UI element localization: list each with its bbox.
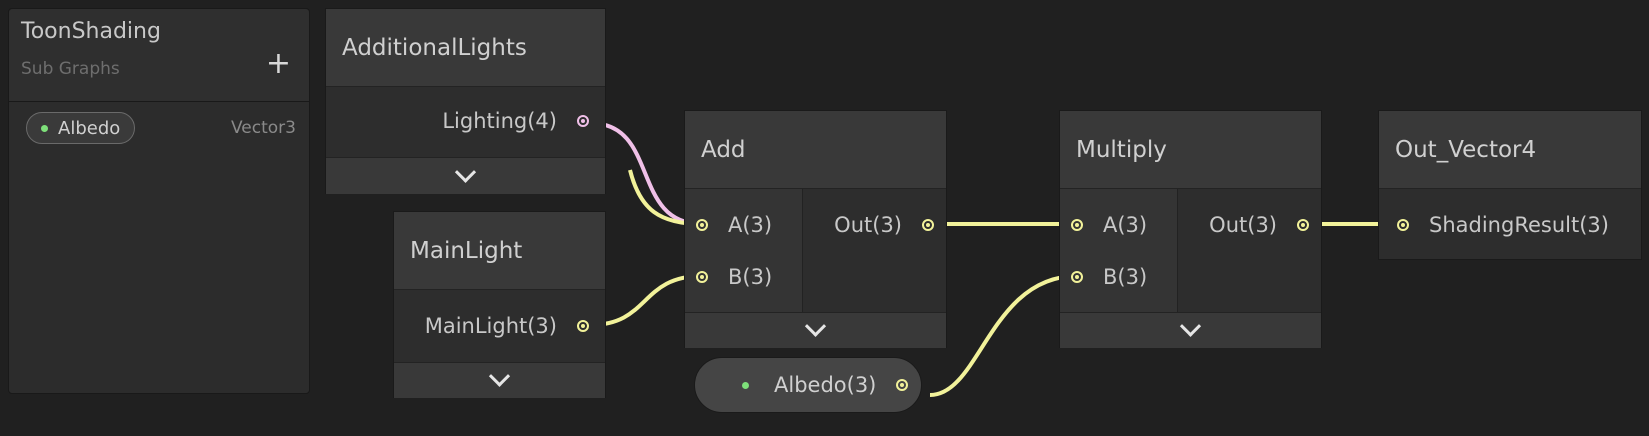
input-port-a[interactable]: A(3) <box>696 213 772 237</box>
port-socket-icon[interactable] <box>1071 219 1083 231</box>
collapse-button[interactable] <box>326 157 605 194</box>
property-type: Vector3 <box>231 118 296 138</box>
node-main-light[interactable]: MainLight MainLight(3) <box>393 211 606 398</box>
property-dot-icon <box>742 381 749 389</box>
port-label: Out(3) <box>834 213 902 237</box>
blackboard-header: ToonShading Sub Graphs + <box>9 9 309 102</box>
port-socket-icon[interactable] <box>577 115 589 127</box>
inputs-column <box>1060 189 1178 312</box>
input-port-b[interactable]: B(3) <box>1071 265 1147 289</box>
node-multiply[interactable]: Multiply A(3) B(3) Out(3) <box>1059 110 1322 348</box>
port-socket-icon[interactable] <box>1297 219 1309 231</box>
port-socket-icon[interactable] <box>696 271 708 283</box>
blackboard-title: ToonShading <box>21 19 161 44</box>
port-label: A(3) <box>1103 213 1148 237</box>
inputs-column <box>685 189 803 312</box>
port-label: ShadingResult(3) <box>1429 213 1609 237</box>
node-add[interactable]: Add A(3) B(3) Out(3) <box>684 110 947 348</box>
node-title[interactable]: Add <box>685 111 946 189</box>
wire-albedo-to-multiply-b <box>929 274 1078 397</box>
property-name: Albedo <box>58 117 121 139</box>
output-port-out[interactable]: Out(3) <box>1209 213 1309 237</box>
input-port-shading-result[interactable]: ShadingResult(3) <box>1397 213 1609 237</box>
blackboard-property-row[interactable]: Albedo Vector3 <box>26 112 296 146</box>
collapse-button[interactable] <box>394 362 605 398</box>
port-label: A(3) <box>728 213 773 237</box>
node-ports: A(3) B(3) Out(3) <box>1060 189 1321 312</box>
port-socket-icon[interactable] <box>922 219 934 231</box>
blackboard-panel: ToonShading Sub Graphs + Albedo Vector3 <box>8 8 310 394</box>
port-socket-icon[interactable] <box>1071 271 1083 283</box>
collapse-button[interactable] <box>1060 312 1321 348</box>
output-port-lighting[interactable]: Lighting(4) <box>442 109 589 133</box>
port-label: B(3) <box>1103 265 1148 289</box>
plus-icon[interactable]: + <box>265 46 291 81</box>
node-title[interactable]: MainLight <box>394 212 605 290</box>
node-additional-lights[interactable]: AdditionalLights Lighting(4) <box>325 8 606 194</box>
node-title[interactable]: Multiply <box>1060 111 1321 189</box>
chevron-down-icon <box>804 315 827 337</box>
port-socket-icon[interactable] <box>696 219 708 231</box>
port-socket-icon[interactable] <box>896 379 909 391</box>
blackboard-subtitle: Sub Graphs <box>21 59 120 79</box>
port-label: MainLight(3) <box>424 314 557 338</box>
port-socket-icon[interactable] <box>1397 219 1409 231</box>
port-label: B(3) <box>728 265 773 289</box>
chevron-down-icon <box>1179 315 1202 337</box>
input-port-a[interactable]: A(3) <box>1071 213 1147 237</box>
node-title[interactable]: AdditionalLights <box>326 9 605 87</box>
chevron-down-icon <box>454 161 477 183</box>
property-node-label: Albedo(3) <box>774 373 877 397</box>
property-pill-albedo[interactable]: Albedo <box>26 112 136 144</box>
input-port-b[interactable]: B(3) <box>696 265 772 289</box>
node-ports: A(3) B(3) Out(3) <box>685 189 946 312</box>
node-ports: MainLight(3) <box>394 290 605 362</box>
output-port-out[interactable]: Out(3) <box>834 213 934 237</box>
collapse-button[interactable] <box>685 312 946 348</box>
node-ports: ShadingResult(3) <box>1379 189 1641 259</box>
port-label: Lighting(4) <box>442 109 557 133</box>
port-socket-icon[interactable] <box>577 320 589 332</box>
node-ports: Lighting(4) <box>326 87 605 157</box>
property-dot-icon <box>41 124 48 132</box>
property-node-albedo[interactable]: Albedo(3) <box>694 357 922 413</box>
node-out-vector4[interactable]: Out_Vector4 ShadingResult(3) <box>1378 110 1642 260</box>
chevron-down-icon <box>488 365 511 387</box>
port-label: Out(3) <box>1209 213 1277 237</box>
output-port-mainlight[interactable]: MainLight(3) <box>425 314 589 338</box>
node-title[interactable]: Out_Vector4 <box>1379 111 1641 189</box>
